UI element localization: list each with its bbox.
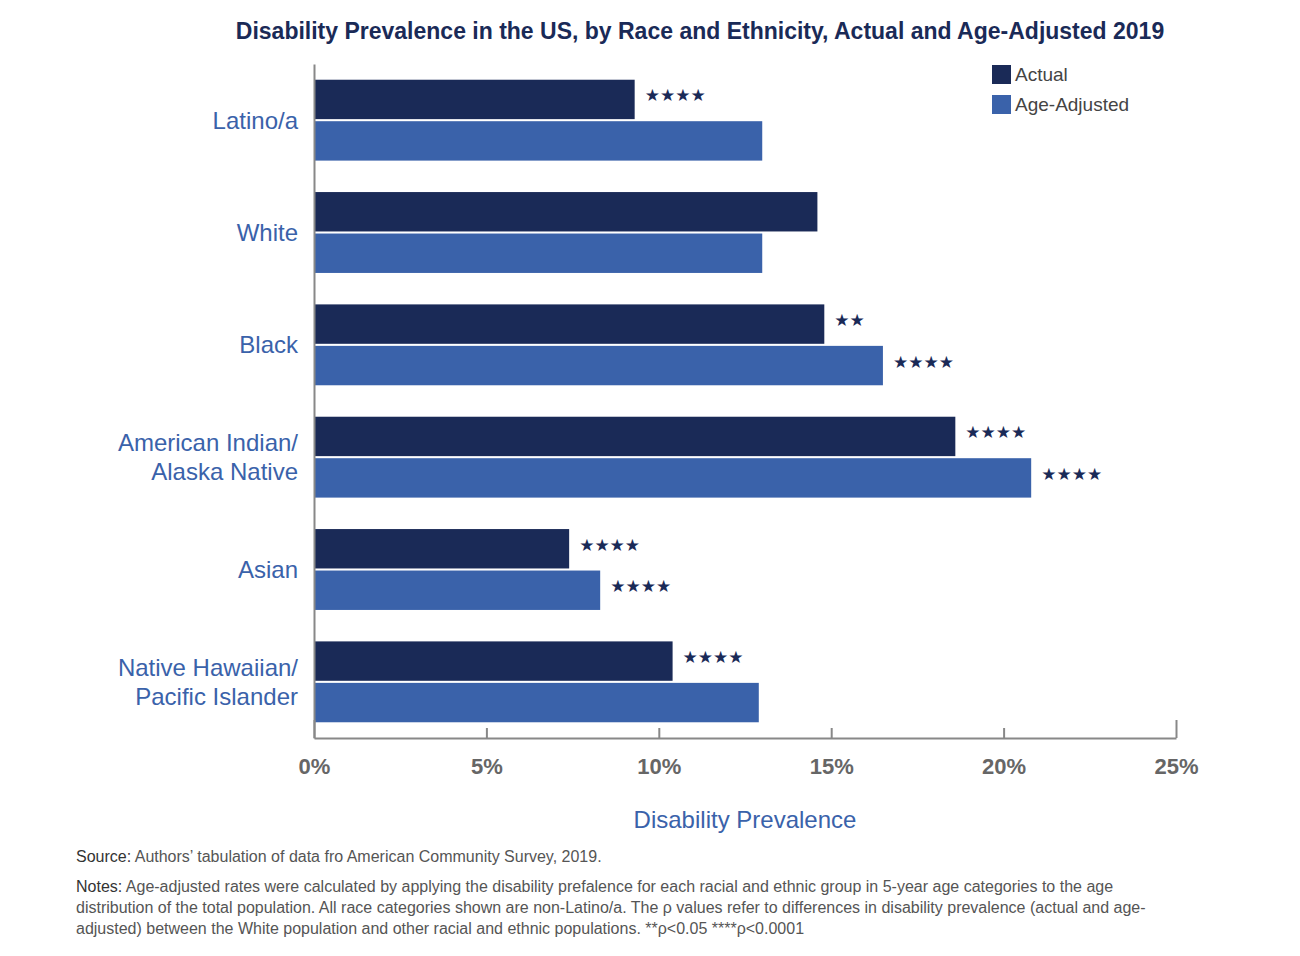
- y-tick: American Indian/Alaska Native: [118, 429, 314, 485]
- bar: [314, 304, 824, 343]
- y-tick: White: [237, 219, 314, 246]
- significance-annotation: ★★★★: [893, 352, 954, 372]
- x-axis-line: [315, 738, 1177, 740]
- bar: [314, 192, 817, 231]
- significance-annotation: ★★★★: [645, 85, 706, 105]
- legend-label: Age-Adjusted: [1015, 94, 1129, 115]
- chart-title: Disability Prevalence in the US, by Race…: [236, 18, 1164, 44]
- notes-label: Notes:: [76, 878, 122, 895]
- bar: [314, 683, 759, 722]
- annotations: ★★★★★★★★★★★★★★★★★★★★★★★★★★★★★★: [579, 85, 1102, 667]
- y-tick: Latino/a: [213, 107, 314, 134]
- x-tick-mark: [658, 728, 660, 738]
- legend-item: Age-Adjusted: [992, 94, 1129, 115]
- significance-annotation: ★★★★: [1041, 464, 1102, 484]
- bar: [314, 529, 569, 568]
- notes-text: Age-adjusted rates were calculated by ap…: [76, 878, 1146, 937]
- bar: [314, 458, 1031, 497]
- category-label: American Indian/Alaska Native: [118, 429, 298, 485]
- bar: [314, 121, 762, 160]
- x-tick-mark: [831, 728, 833, 738]
- category-label: Latino/a: [213, 107, 299, 134]
- bar: [314, 417, 955, 456]
- y-tick: Asian: [238, 556, 314, 583]
- category-label: Native Hawaiian/Pacific Islander: [118, 654, 298, 710]
- bars: [314, 80, 1031, 723]
- x-tick-label: 20%: [982, 754, 1026, 779]
- bar: [314, 80, 635, 119]
- x-tick: 20%: [982, 728, 1026, 779]
- x-axis: 0% 5% 10% 15% 20% 25%: [299, 720, 1199, 779]
- significance-annotation: ★★★★: [610, 576, 671, 596]
- bar: [314, 234, 762, 273]
- source-note-label: Source:: [76, 848, 131, 865]
- x-tick-mark: [486, 728, 488, 738]
- x-tick-label: 15%: [810, 754, 854, 779]
- legend-label: Actual: [1015, 64, 1068, 85]
- x-tick-label: 10%: [637, 754, 681, 779]
- legend-item: Actual: [992, 64, 1068, 85]
- x-tick-label: 0%: [299, 754, 331, 779]
- significance-annotation: ★★★★: [965, 422, 1026, 442]
- y-axis-line: [314, 65, 316, 739]
- x-tick: 25%: [1154, 720, 1198, 779]
- bar: [314, 571, 600, 610]
- significance-annotation: ★★: [834, 310, 864, 330]
- x-tick-mark: [1176, 720, 1178, 738]
- category-label: Black: [239, 331, 299, 358]
- x-tick-label: 25%: [1154, 754, 1198, 779]
- y-tick: Native Hawaiian/Pacific Islander: [118, 654, 314, 710]
- legend-swatch: [992, 65, 1011, 84]
- y-tick: Black: [239, 331, 314, 358]
- source-note-text: Authors’ tabulation of data fro American…: [135, 848, 602, 865]
- legend-swatch: [992, 95, 1011, 114]
- category-label: Asian: [238, 556, 298, 583]
- bar: [314, 641, 673, 680]
- y-axis: Latino/a White Black American Indian/Alaska…: [118, 65, 315, 739]
- significance-annotation: ★★★★: [683, 647, 744, 667]
- source-note: Source: Authors’ tabulation of data fro …: [76, 846, 1166, 867]
- x-tick-mark: [1003, 728, 1005, 738]
- category-label: White: [237, 219, 298, 246]
- x-tick: 15%: [810, 728, 854, 779]
- legend: Actual Age-Adjusted: [992, 64, 1129, 115]
- bar: [314, 346, 883, 385]
- x-tick: 10%: [637, 728, 681, 779]
- x-tick: 5%: [471, 728, 503, 779]
- x-tick-label: 5%: [471, 754, 503, 779]
- significance-annotation: ★★★★: [579, 535, 640, 555]
- x-axis-title: Disability Prevalence: [634, 806, 857, 833]
- notes: Notes: Age-adjusted rates were calculate…: [76, 876, 1166, 939]
